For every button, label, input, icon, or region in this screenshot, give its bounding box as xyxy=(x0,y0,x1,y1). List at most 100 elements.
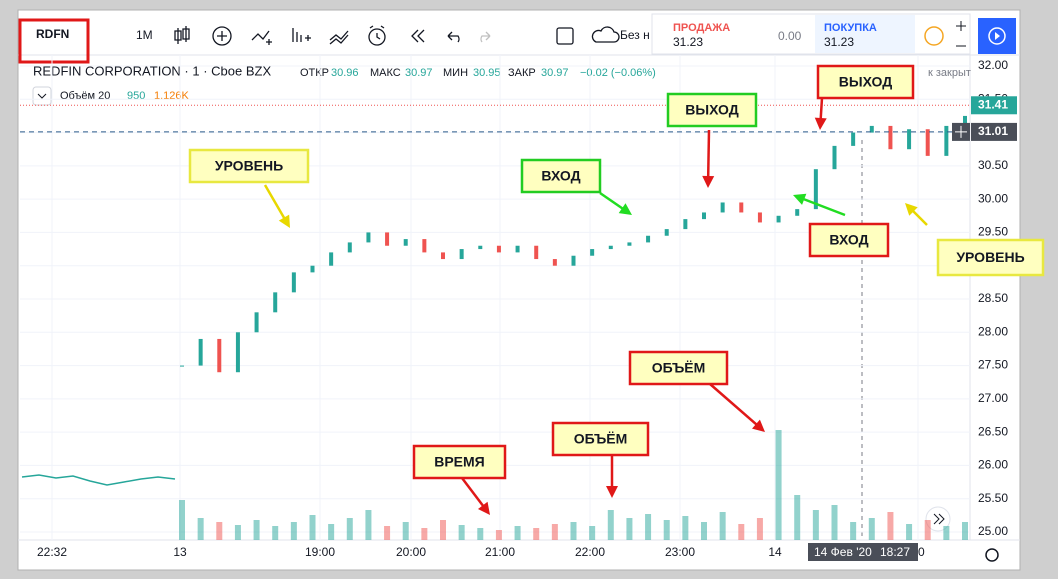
volume-bar xyxy=(663,520,670,540)
candle xyxy=(646,235,651,243)
time-tick-label: 21:00 xyxy=(485,545,515,559)
last-price-label: 31.41 xyxy=(978,97,1008,111)
interval[interactable]: 1M xyxy=(136,28,153,42)
symbol-highlight xyxy=(18,18,90,64)
annotation-box xyxy=(412,444,507,480)
open: 30.96 xyxy=(331,67,359,79)
annotation-box xyxy=(666,92,758,128)
volume-bar xyxy=(924,520,931,540)
play-icon xyxy=(988,27,1006,45)
buy-price[interactable]: 31.23 xyxy=(824,35,854,49)
high: 30.97 xyxy=(405,67,433,79)
annotation-arrowhead xyxy=(793,193,807,205)
price-tick-label: 27.00 xyxy=(978,391,1008,405)
price-tick-label: 27.50 xyxy=(978,358,1008,372)
candle xyxy=(702,212,706,220)
volume-bar xyxy=(831,505,838,540)
annotation-box xyxy=(936,238,1045,277)
candle xyxy=(422,239,427,253)
toolbar-icons[interactable] xyxy=(174,25,620,46)
annotation-arrow xyxy=(800,196,846,217)
candle xyxy=(273,292,278,313)
volume-ma: 1.126K xyxy=(154,90,190,102)
volume-bar xyxy=(421,528,428,540)
ohlc-legend: ОТКР 30.96 МАКС 30.97 МИН 30.95 ЗАКР 30.… xyxy=(300,67,656,79)
candle xyxy=(832,145,837,170)
price-tick-label: 25.50 xyxy=(978,491,1008,505)
price-tick-label: 29.50 xyxy=(978,225,1008,239)
volume-bar xyxy=(197,518,204,540)
scroll-icon xyxy=(933,513,945,525)
volume-bar xyxy=(365,510,372,540)
volume-bar xyxy=(850,522,857,540)
close: 30.97 xyxy=(541,67,569,79)
volume-bar xyxy=(477,528,484,540)
time-tick-label: 22:32 xyxy=(37,545,67,559)
sell-price[interactable]: 31.23 xyxy=(673,35,703,49)
annotation-box xyxy=(551,421,650,457)
symbol[interactable]: RDFN xyxy=(36,27,69,41)
candle xyxy=(254,312,259,333)
price-tick-label: 30.50 xyxy=(978,158,1008,172)
scroll-button[interactable] xyxy=(925,506,951,532)
volume-ma-line xyxy=(21,474,176,486)
open-label: ОТКР xyxy=(300,67,329,79)
high-label: МАКС xyxy=(370,67,401,79)
settings-icon[interactable] xyxy=(985,548,999,562)
annotation: ВЫХОД xyxy=(666,92,758,188)
candle xyxy=(310,265,315,273)
volume-bar xyxy=(272,526,279,540)
volume-bar xyxy=(906,524,913,540)
volume-bar xyxy=(607,510,614,540)
annotation-arrowhead xyxy=(278,214,290,228)
annotation-text: УРОВЕНЬ xyxy=(215,158,283,174)
volume-bar xyxy=(514,526,521,540)
volume-bar xyxy=(570,522,577,540)
annotation-arrowhead xyxy=(814,117,827,130)
volume-bar xyxy=(458,525,465,540)
cursor-date-bg xyxy=(808,543,918,561)
volume-bar xyxy=(794,495,801,540)
zoom-buttons[interactable] xyxy=(956,21,966,47)
volume: 950 xyxy=(127,90,145,102)
volume-bar xyxy=(216,522,223,540)
candle xyxy=(478,245,483,250)
last-price-tag xyxy=(971,96,1017,115)
annotation-box xyxy=(628,350,729,386)
candle xyxy=(552,259,557,266)
style-menu[interactable]: Без н xyxy=(620,28,650,42)
buy-label[interactable]: ПОКУПКА xyxy=(824,22,877,34)
info-icon[interactable] xyxy=(924,26,944,46)
close-label: ЗАКР xyxy=(508,67,536,79)
annotation-arrow xyxy=(706,129,711,181)
candle xyxy=(571,255,576,266)
annotation-arrowhead xyxy=(752,419,765,432)
annotation-text: ВХОД xyxy=(541,168,580,184)
volume-bar xyxy=(756,518,763,540)
volume-bar xyxy=(179,500,185,540)
price-tick-label: 32.00 xyxy=(978,58,1008,72)
candle xyxy=(291,272,296,293)
change: −0.02 (−0.06%) xyxy=(580,67,656,79)
volume-bar xyxy=(328,524,335,540)
candle xyxy=(683,219,688,230)
sell-label[interactable]: ПРОДАЖА xyxy=(673,22,730,34)
annotation: УРОВЕНЬ xyxy=(905,203,1045,277)
collapse-icon xyxy=(37,93,47,99)
volume-bar xyxy=(234,525,241,540)
candle xyxy=(590,249,595,256)
volume-bar xyxy=(589,526,596,540)
annotation-arrow xyxy=(709,383,760,428)
candle xyxy=(198,338,203,366)
spread: 0.00 xyxy=(778,29,802,43)
annotation-arrowhead xyxy=(477,501,490,515)
volume-bar xyxy=(495,530,502,540)
time-tick-label: 20:00 xyxy=(396,545,426,559)
annotation-box xyxy=(808,222,890,258)
price-tick-label: 26.50 xyxy=(978,424,1008,438)
volume-bar xyxy=(701,522,707,540)
candle xyxy=(403,239,408,246)
